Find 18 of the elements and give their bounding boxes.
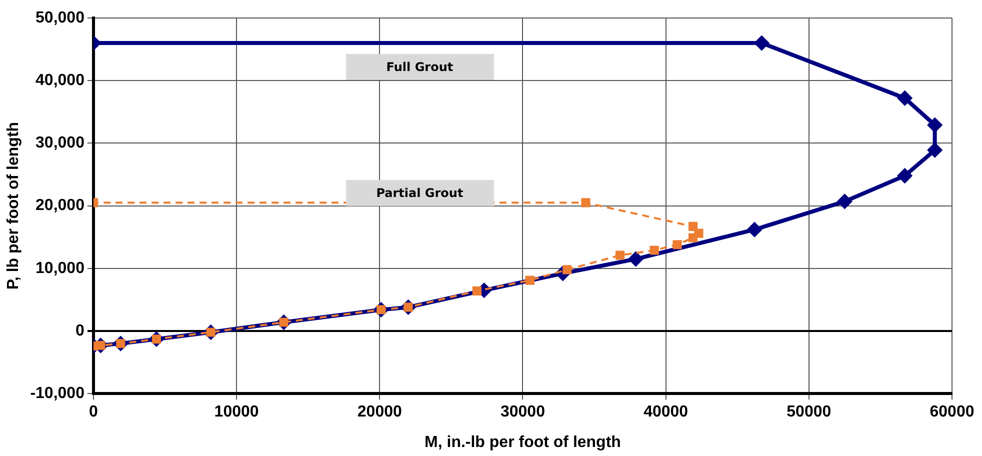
y-tick-label: 40,000 bbox=[36, 72, 85, 90]
y-tick-label: 50,000 bbox=[36, 9, 85, 26]
x-tick-label: 60000 bbox=[930, 404, 974, 421]
label-plate: Partial Grout bbox=[346, 180, 494, 206]
y-tick-label: -10,000 bbox=[30, 385, 85, 402]
x-tick-label: 50000 bbox=[786, 404, 832, 421]
x-tick-label: 0 bbox=[89, 404, 98, 421]
y-tick-label: 30,000 bbox=[36, 134, 85, 152]
y-tick-label: 0 bbox=[76, 322, 85, 340]
x-tick-label: 40000 bbox=[644, 404, 688, 421]
label-plate: Full Grout bbox=[346, 54, 494, 80]
x-tick-label: 10000 bbox=[214, 404, 259, 421]
y-tick-label: 10,000 bbox=[36, 260, 85, 277]
y-axis-title: P, lb per foot of length bbox=[5, 122, 22, 290]
x-axis-title: M, in.-lb per foot of length bbox=[424, 434, 621, 451]
x-tick-label: 20000 bbox=[357, 404, 402, 421]
y-tick-label: 20,000 bbox=[36, 197, 85, 214]
x-tick-label: 30000 bbox=[500, 404, 546, 421]
